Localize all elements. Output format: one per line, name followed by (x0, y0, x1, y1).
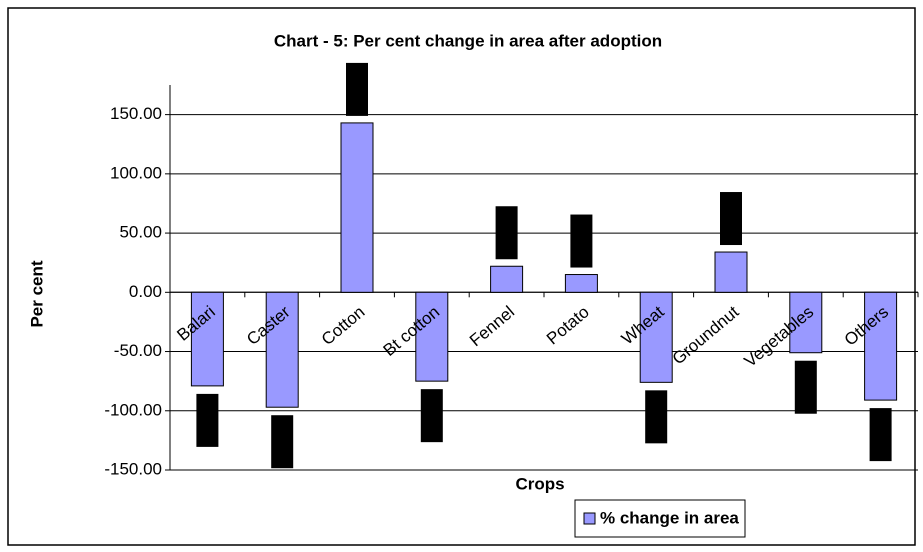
y-tick-label: 50.00 (119, 223, 162, 242)
y-tick-label: -100.00 (104, 400, 162, 419)
obscured-data-label (645, 390, 668, 444)
bar (340, 122, 374, 293)
bar (564, 274, 598, 293)
legend-label: % change in area (600, 508, 739, 527)
chart-border (7, 7, 916, 546)
bar (639, 291, 673, 383)
x-axis-label: Crops (515, 474, 564, 493)
y-tick-label: -50.00 (114, 341, 162, 360)
obscured-data-label (495, 206, 518, 260)
obscured-data-label (570, 214, 593, 268)
bar (714, 251, 748, 293)
bar (864, 291, 898, 401)
y-axis-label: Per cent (27, 260, 46, 327)
legend-swatch (583, 512, 596, 525)
chart-title: Chart - 5: Per cent change in area after… (274, 31, 662, 50)
obscured-data-label (346, 62, 368, 116)
obscured-data-label (869, 408, 892, 462)
obscured-data-label (271, 415, 294, 469)
bar (190, 291, 224, 387)
legend (574, 499, 746, 538)
bar (415, 291, 449, 382)
bar (789, 291, 823, 354)
bar (265, 291, 299, 408)
obscured-data-label (794, 360, 817, 414)
y-tick-label: 100.00 (110, 163, 162, 182)
obscured-data-label (196, 393, 219, 447)
y-tick-label: 0.00 (129, 282, 162, 301)
obscured-data-label (420, 389, 443, 443)
y-tick-label: -150.00 (104, 459, 162, 478)
bar (490, 265, 524, 293)
obscured-data-label (720, 192, 742, 246)
y-tick-label: 150.00 (110, 104, 162, 123)
